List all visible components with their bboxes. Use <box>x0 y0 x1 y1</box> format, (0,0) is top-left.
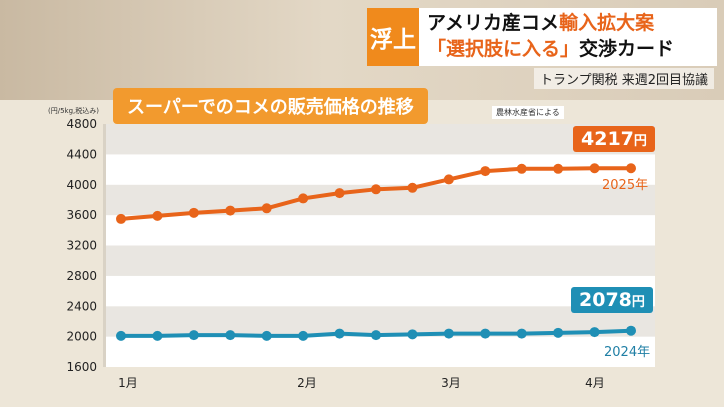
data-point <box>516 328 527 339</box>
headline-2-plain: 交渉カード <box>579 38 675 60</box>
callout-2025-value: 4217 <box>581 128 634 150</box>
data-point <box>188 330 199 341</box>
headline-line-2: 「選択肢に入る」交渉カード <box>427 36 717 62</box>
data-point <box>225 205 236 216</box>
data-point <box>116 330 126 341</box>
headline-1-highlight: 輸入拡大案 <box>559 12 655 34</box>
y-tick-label: 2000 <box>66 330 97 344</box>
x-tick-label: 2月 <box>297 376 317 390</box>
data-point <box>225 330 236 341</box>
data-point <box>371 330 381 341</box>
grid-band <box>103 245 655 276</box>
data-point <box>589 327 600 338</box>
callout-2025-unit: 円 <box>633 134 647 149</box>
y-axis-unit: (円/5kg,税込み) <box>48 107 99 115</box>
data-point <box>443 174 454 185</box>
data-point <box>116 213 126 224</box>
subheadline: トランプ関税 来週2回目協議 <box>533 68 714 89</box>
callout-2024: 2078円 <box>571 287 653 313</box>
y-tick-label: 3600 <box>66 208 97 222</box>
x-tick-label: 1月 <box>118 376 138 390</box>
grid-band <box>103 215 655 246</box>
data-point <box>480 166 491 177</box>
grid-band <box>103 336 655 367</box>
x-axis-ticks: 1月 2月 3月 4月 <box>118 376 605 390</box>
news-tag: 浮上 <box>367 8 419 66</box>
data-point <box>626 163 636 174</box>
y-tick-label: 1600 <box>66 360 97 374</box>
headline-line-1: アメリカ産コメ輸入拡大案 <box>427 10 717 36</box>
data-point <box>298 330 309 341</box>
data-point <box>334 328 345 339</box>
series-label-2025: 2025年 <box>602 178 649 193</box>
series-points <box>116 163 636 341</box>
headline-2-highlight: 「選択肢に入る」 <box>427 38 580 60</box>
source-note: 農林水産省による <box>492 106 564 119</box>
data-point <box>480 328 491 339</box>
data-point <box>516 163 527 174</box>
y-tick-label: 4800 <box>66 117 97 131</box>
data-point <box>407 329 418 340</box>
plot-edge <box>103 124 106 367</box>
data-point <box>298 193 309 204</box>
callout-2024-value: 2078 <box>579 289 632 311</box>
data-point <box>589 163 600 174</box>
y-tick-label: 3200 <box>66 239 97 253</box>
grid-band <box>103 275 655 307</box>
callout-2024-unit: 円 <box>631 295 645 310</box>
data-point <box>443 328 454 339</box>
x-tick-label: 4月 <box>585 376 605 390</box>
data-point <box>553 327 564 338</box>
data-point <box>553 163 564 174</box>
data-point <box>152 330 163 341</box>
y-tick-label: 4000 <box>66 178 97 192</box>
series-label-2024: 2024年 <box>604 345 651 360</box>
y-tick-label: 2400 <box>66 299 97 313</box>
x-tick-label: 3月 <box>441 376 461 390</box>
y-tick-label: 4400 <box>66 147 97 161</box>
headline-1-plain: アメリカ産コメ <box>427 12 560 34</box>
y-axis-ticks: 1600 2000 2400 2800 3200 3600 4000 4400 4800 <box>66 117 97 374</box>
data-point <box>371 184 381 195</box>
data-point <box>626 325 636 336</box>
data-point <box>261 330 272 341</box>
data-point <box>188 207 199 218</box>
data-point <box>261 203 272 214</box>
grid-bands <box>103 124 655 367</box>
callout-2025: 4217円 <box>573 126 655 152</box>
grid-band <box>103 124 655 155</box>
chart-title: スーパーでのコメの販売価格の推移 <box>113 88 428 124</box>
y-tick-label: 2800 <box>66 269 97 283</box>
data-point <box>152 210 163 221</box>
data-point <box>334 188 345 199</box>
headline-box: アメリカ産コメ輸入拡大案 「選択肢に入る」交渉カード <box>419 8 717 66</box>
data-point <box>407 182 418 193</box>
